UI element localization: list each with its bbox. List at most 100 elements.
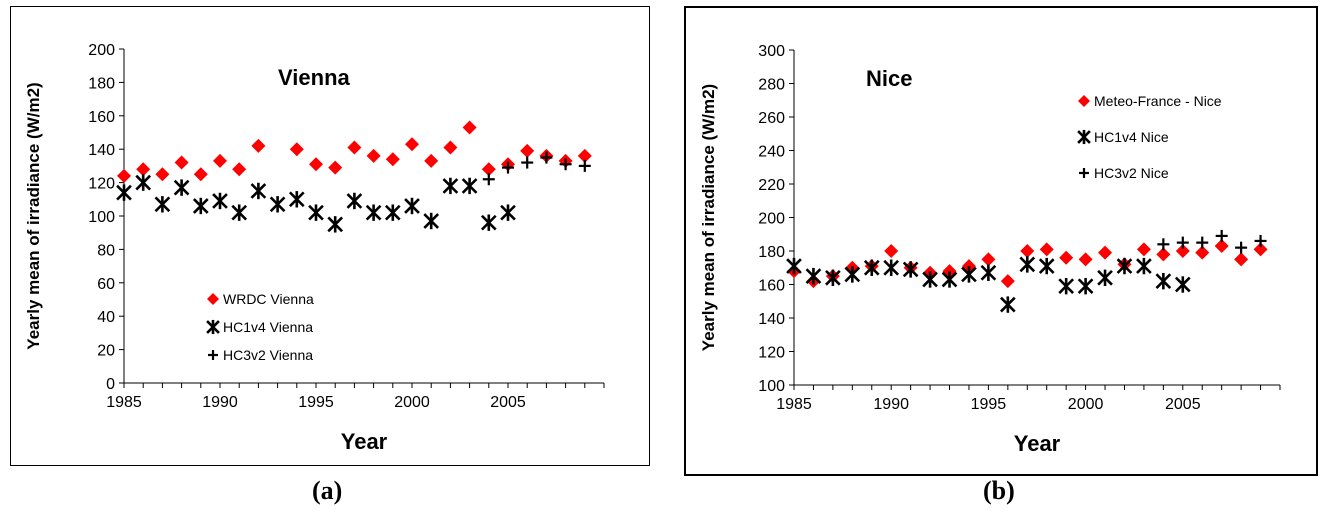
vienna-point-wrdc-vienna-1990 <box>213 153 227 168</box>
nice-x-tick-label-2000: 2000 <box>1068 396 1104 413</box>
vienna-point-wrdc-vienna-2001 <box>424 153 439 168</box>
nice-y-tick-label-220: 220 <box>758 177 785 194</box>
nice-point-meteo-france-nice-2004 <box>1156 247 1171 262</box>
vienna-legend-marker-hc3v2-vienna <box>208 350 218 360</box>
nice-point-hc1v4-nice-1991 <box>902 261 919 278</box>
vienna-y-tick-label-100: 100 <box>88 209 115 226</box>
vienna-point-hc1v4-vienna-1995 <box>308 204 324 221</box>
vienna-point-hc3v2-vienna-2004 <box>482 173 495 186</box>
nice-point-hc1v4-nice-1987 <box>825 269 841 287</box>
vienna-point-hc1v4-vienna-1999 <box>384 204 401 221</box>
nice-point-hc1v4-nice-1993 <box>941 271 958 288</box>
vienna-point-hc1v4-vienna-2005 <box>500 204 516 221</box>
nice-y-tick-label-240: 240 <box>758 144 785 161</box>
vienna-point-hc1v4-vienna-1987 <box>154 196 171 213</box>
nice-legend-marker-meteo-france-nice <box>1078 95 1090 107</box>
nice-point-meteo-france-nice-2001 <box>1098 245 1113 260</box>
nice-point-hc3v2-nice-2005 <box>1176 236 1189 249</box>
nice-point-hc3v2-nice-2006 <box>1196 236 1209 249</box>
vienna-y-tick-label-120: 120 <box>88 176 115 193</box>
vienna-point-hc3v2-vienna-2006 <box>521 156 534 169</box>
nice-legend-item-hc3v2-nice: HC3v2 Nice <box>1079 165 1169 181</box>
vienna-point-wrdc-vienna-1989 <box>193 167 208 182</box>
vienna-point-hc1v4-vienna-1986 <box>135 174 152 191</box>
vienna-point-wrdc-vienna-1988 <box>174 155 189 170</box>
nice-point-meteo-france-nice-1997 <box>1020 244 1035 258</box>
nice-chart-svg: 100 120 140 160 180 200 220 240 260 280 300 1985 199… <box>699 43 1281 456</box>
nice-point-meteo-france-nice-2009 <box>1253 242 1268 257</box>
vienna-point-wrdc-vienna-2009 <box>577 148 592 163</box>
vienna-legend-label-wrdc-vienna: WRDC Vienna <box>223 291 314 307</box>
nice-point-hc1v4-nice-2000 <box>1077 277 1094 295</box>
vienna-point-hc1v4-vienna-1994 <box>288 191 305 208</box>
nice-point-hc1v4-nice-1986 <box>805 267 822 285</box>
vienna-point-wrdc-vienna-2000 <box>405 137 419 152</box>
vienna-point-hc1v4-vienna-1985 <box>116 184 132 201</box>
chart-panel-nice: 100 120 140 160 180 200 220 240 260 280 300 1985 199… <box>684 6 1318 476</box>
vienna-point-hc1v4-vienna-1998 <box>365 204 382 221</box>
vienna-legend-label-hc1v4-vienna: HC1v4 Vienna <box>223 319 313 335</box>
nice-point-meteo-france-nice-1996 <box>1000 274 1015 289</box>
caption-a: (a) <box>312 476 343 505</box>
vienna-y-tick-label-20: 20 <box>97 343 115 360</box>
nice-point-hc3v2-nice-2004 <box>1157 238 1170 251</box>
vienna-point-wrdc-vienna-2003 <box>462 120 477 135</box>
nice-point-hc1v4-nice-2003 <box>1136 257 1152 275</box>
nice-point-hc1v4-nice-2002 <box>1116 257 1133 275</box>
vienna-point-wrdc-vienna-1995 <box>309 157 323 172</box>
nice-y-tick-label-160: 160 <box>758 278 785 295</box>
vienna-x-axis-title: Year <box>341 429 388 454</box>
nice-y-tick-label-300: 300 <box>758 43 785 60</box>
nice-point-hc3v2-nice-2007 <box>1215 229 1228 242</box>
vienna-point-wrdc-vienna-1994 <box>289 142 304 157</box>
nice-point-hc1v4-nice-1999 <box>1058 277 1074 295</box>
vienna-x-tick-label-2000: 2000 <box>394 394 430 411</box>
vienna-point-hc1v4-vienna-2000 <box>404 197 420 215</box>
vienna-series-hc1v4-vienna <box>116 174 516 233</box>
vienna-point-hc1v4-vienna-1990 <box>212 192 228 210</box>
vienna-point-wrdc-vienna-1992 <box>251 138 266 153</box>
nice-legend-label-hc1v4-nice: HC1v4 Nice <box>1094 129 1169 145</box>
vienna-point-wrdc-vienna-1987 <box>155 167 170 182</box>
vienna-y-axis-title: Yearly mean of irradiance (W/m2) <box>24 82 43 349</box>
vienna-point-wrdc-vienna-1985 <box>117 168 131 183</box>
nice-point-meteo-france-nice-2008 <box>1234 252 1249 267</box>
vienna-point-wrdc-vienna-1996 <box>328 160 343 175</box>
nice-y-tick-label-200: 200 <box>758 211 785 228</box>
nice-point-hc1v4-nice-1997 <box>1019 256 1036 273</box>
vienna-point-hc1v4-vienna-1996 <box>327 216 344 233</box>
nice-point-hc1v4-nice-2001 <box>1097 269 1113 287</box>
vienna-point-hc1v4-vienna-1988 <box>173 179 190 196</box>
nice-point-meteo-france-nice-1995 <box>981 252 996 267</box>
vienna-y-tick-label-200: 200 <box>88 42 115 59</box>
vienna-x-tick-label-1995: 1995 <box>298 394 334 411</box>
vienna-x-tick-label-2005: 2005 <box>490 394 526 411</box>
vienna-chart-svg: 0 20 40 60 80 100 120 140 160 180 200 1985 1990 1995 2… <box>24 42 605 454</box>
nice-point-meteo-france-nice-2003 <box>1136 242 1151 257</box>
vienna-y-tick-label-60: 60 <box>97 276 115 293</box>
nice-point-meteo-france-nice-2006 <box>1195 245 1210 260</box>
vienna-point-hc3v2-vienna-2009 <box>578 159 591 172</box>
nice-legend-item-meteo-france-nice: Meteo-France - Nice <box>1078 93 1222 109</box>
nice-point-meteo-france-nice-2000 <box>1078 252 1093 267</box>
vienna-legend-marker-hc1v4-vienna <box>206 319 220 335</box>
vienna-point-hc1v4-vienna-2003 <box>461 177 478 195</box>
nice-x-tick-label-1990: 1990 <box>873 396 909 413</box>
vienna-x-tick-label-1990: 1990 <box>202 394 238 411</box>
vienna-legend-item-hc3v2-vienna: HC3v2 Vienna <box>208 347 313 363</box>
vienna-series-wrdc-vienna <box>117 120 592 183</box>
vienna-legend-item-hc1v4-vienna: HC1v4 Vienna <box>206 319 313 335</box>
vienna-point-hc1v4-vienna-2002 <box>442 177 459 195</box>
vienna-y-tick-label-40: 40 <box>97 309 115 326</box>
nice-legend-item-hc1v4-nice: HC1v4 Nice <box>1077 129 1169 145</box>
nice-point-hc1v4-nice-1992 <box>922 271 938 288</box>
vienna-point-hc1v4-vienna-1991 <box>231 204 248 221</box>
chart-panel-vienna: 0 20 40 60 80 100 120 140 160 180 200 1985 1990 1995 2… <box>10 6 650 466</box>
vienna-y-tick-label-180: 180 <box>88 75 115 92</box>
nice-y-tick-label-260: 260 <box>758 110 785 127</box>
vienna-legend-label-hc3v2-vienna: HC3v2 Vienna <box>223 347 313 363</box>
vienna-x-tick-label-1985: 1985 <box>106 394 142 411</box>
vienna-point-wrdc-vienna-1997 <box>347 140 362 155</box>
nice-chart-title: Nice <box>866 66 912 91</box>
nice-legend-label-hc3v2-nice: HC3v2 Nice <box>1094 165 1169 181</box>
